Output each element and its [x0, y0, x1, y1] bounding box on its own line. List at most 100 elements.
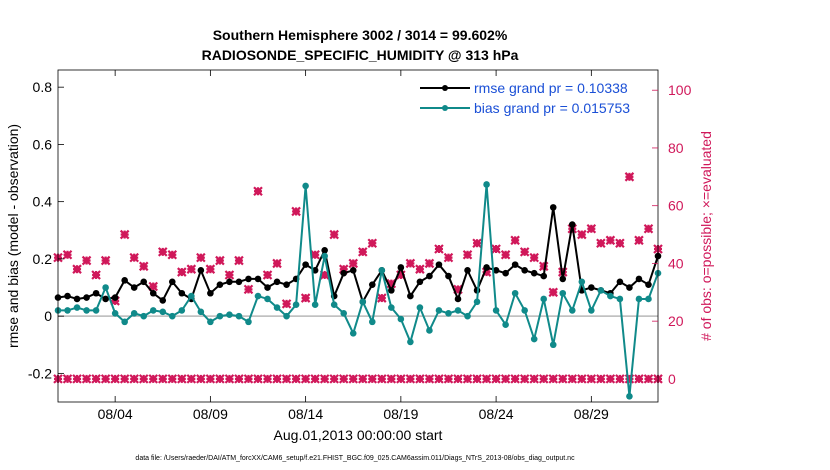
- bias-point: [254, 292, 262, 300]
- obs-zero-marker: [377, 374, 387, 384]
- rmse-point: [264, 284, 271, 291]
- obs-zero-marker: [634, 374, 644, 384]
- bias-point: [207, 318, 214, 326]
- rmse-point: [168, 278, 176, 286]
- x-tick-label: 08/29: [574, 406, 609, 422]
- obs-evaluated-marker: [157, 247, 168, 257]
- obs-evaluated-marker: [138, 261, 149, 272]
- bias-point: [397, 315, 405, 323]
- obs-evaluated-marker: [310, 249, 320, 260]
- obs-zero-marker: [148, 374, 159, 384]
- obs-zero-marker: [215, 374, 225, 384]
- bias-point: [264, 295, 271, 303]
- bias-point: [311, 301, 319, 308]
- obs-evaluated-marker: [519, 247, 530, 257]
- obs-zero-marker: [272, 374, 282, 384]
- rmse-point: [616, 278, 624, 286]
- rmse-point: [130, 284, 138, 291]
- bias-point: [426, 327, 433, 334]
- obs-zero-marker: [81, 374, 92, 384]
- rmse-point: [492, 267, 500, 274]
- bias-point: [492, 307, 500, 314]
- rmse-point: [568, 221, 576, 228]
- plot-area: [53, 172, 663, 400]
- rmse-point: [454, 295, 462, 303]
- bias-point: [416, 304, 424, 311]
- rmse-point: [216, 281, 224, 288]
- rmse-point: [102, 295, 109, 303]
- plot-frame: [57, 69, 659, 403]
- bias-point: [273, 304, 281, 311]
- bias-point: [197, 308, 205, 316]
- bias-point: [292, 301, 300, 308]
- bias-point: [330, 301, 338, 308]
- bias-point: [588, 307, 595, 314]
- bias-point: [616, 295, 624, 303]
- bias-point: [64, 307, 71, 314]
- x-tick-label: 08/19: [383, 406, 418, 422]
- rmse-point: [302, 261, 309, 268]
- obs-zero-marker: [643, 374, 654, 384]
- obs-zero-marker: [500, 374, 511, 384]
- obs-zero-marker: [224, 374, 235, 384]
- bias-point: [368, 318, 376, 326]
- obs-zero-marker: [300, 374, 311, 384]
- obs-evaluated-marker: [129, 252, 139, 263]
- bias-point: [645, 295, 652, 303]
- obs-evaluated-marker: [643, 224, 654, 234]
- obs-evaluated-marker: [405, 258, 416, 269]
- obs-evaluated-marker: [205, 264, 216, 274]
- legend: rmse grand pr = 0.10338 bias grand pr = …: [420, 80, 630, 116]
- y-left-tick-label: 0.6: [33, 136, 53, 152]
- obs-zero-marker: [615, 374, 625, 384]
- obs-zero-marker: [491, 374, 501, 384]
- y-right-tick-label: 80: [668, 140, 684, 156]
- rmse-point: [235, 278, 243, 286]
- bias-point: [464, 312, 471, 320]
- obs-evaluated-marker: [605, 235, 616, 246]
- obs-zero-marker: [415, 374, 425, 384]
- rmse-point: [83, 294, 90, 301]
- obs-zero-marker: [243, 374, 254, 384]
- bias-point: [454, 307, 462, 314]
- rmse-point: [540, 272, 548, 280]
- rmse-point: [511, 261, 519, 268]
- obs-zero-marker: [510, 374, 520, 384]
- obs-evaluated-marker: [91, 270, 101, 280]
- bias-point: [483, 181, 490, 188]
- bias-point: [188, 292, 195, 300]
- bias-point: [226, 311, 233, 319]
- obs-zero-marker: [91, 374, 101, 384]
- rmse-point: [92, 289, 100, 297]
- rmse-point: [140, 278, 148, 286]
- rmse-point: [159, 297, 167, 304]
- obs-zero-marker: [396, 374, 406, 384]
- rmse-point: [273, 278, 281, 286]
- obs-evaluated-marker: [291, 206, 301, 217]
- obs-evaluated-marker: [119, 229, 130, 240]
- obs-zero-marker: [548, 374, 559, 384]
- obs-evaluated-marker: [177, 267, 187, 277]
- obs-zero-marker: [338, 374, 349, 384]
- x-tick-label: 08/14: [288, 406, 323, 422]
- bias-point: [445, 309, 452, 317]
- obs-evaluated-marker: [443, 252, 454, 263]
- obs-zero-marker: [319, 374, 330, 384]
- obs-evaluated-marker: [272, 258, 282, 269]
- obs-evaluated-marker: [548, 287, 559, 298]
- rmse-point: [368, 281, 376, 288]
- obs-zero-marker: [462, 374, 473, 384]
- y-right-tick-label: 0: [668, 371, 676, 387]
- bias-point: [283, 312, 290, 320]
- obs-zero-marker: [329, 374, 339, 384]
- obs-zero-marker: [519, 374, 530, 384]
- bias-point: [235, 312, 243, 320]
- obs-evaluated-marker: [500, 249, 511, 260]
- obs-evaluated-marker: [415, 264, 425, 274]
- y-axis-label-right: # of obs: o=possible; ×=evaluated: [698, 131, 714, 341]
- obs-zero-marker: [138, 374, 149, 384]
- obs-evaluated-marker: [215, 255, 225, 266]
- obs-zero-marker: [129, 374, 139, 384]
- bias-point: [140, 312, 148, 320]
- bias-point: [83, 307, 90, 314]
